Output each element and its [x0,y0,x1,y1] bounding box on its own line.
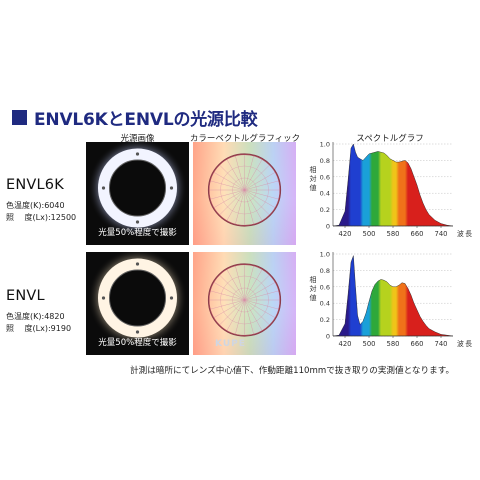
watermark: KUPE [215,339,246,349]
light-photo-1: 光量50%程度で撮影 [86,142,189,245]
spectrum-area [332,255,454,337]
ring-light-icon [87,252,188,348]
color-vector-graphic-1 [193,142,296,245]
y-tick-label: 0.2 [320,206,330,214]
y-tick-label: 0.6 [320,283,330,291]
spectrum-chart-2: 1.0 0.8 0.6 0.4 0.2 0 420 500 580 660 740 波長 相対値 [310,251,474,349]
y-tick-label: 0.8 [320,157,330,165]
photo-caption-2: 光量50%程度で撮影 [98,338,177,348]
y-axis-label-char: 対 [310,174,317,183]
x-tick-label: 740 [435,340,448,348]
y-tick-label: 0.8 [320,267,330,275]
title-square-icon [12,109,27,125]
illuminance-2: 照 度(Lx):9190 [6,324,72,333]
y-tick-label: 0 [326,223,330,231]
ring-light-icon [87,142,188,238]
header-photo: 光源画像 [120,134,155,144]
x-tick-label: 420 [339,340,352,348]
y-tick-label: 0.4 [320,300,330,308]
product-name-1: ENVL6K [6,177,64,193]
color-vector-graphic-2 [193,252,296,355]
y-axis-label-char: 対 [310,284,317,293]
x-tick-label: 660 [411,230,424,238]
color-temp-1: 色温度(K):6040 [6,201,65,210]
header-color-graphic: カラーベクトルグラフィック [189,134,301,144]
y-tick-label: 1.0 [320,251,330,259]
y-tick-label: 1.0 [320,141,330,149]
illuminance-1: 照 度(Lx):12500 [6,213,77,222]
y-axis-label-char: 値 [310,183,317,192]
x-tick-label: 500 [363,340,376,348]
x-tick-label: 580 [387,340,400,348]
color-temp-2: 色温度(K):4820 [6,312,65,321]
x-axis-label: 波長 [457,229,474,238]
photo-caption-1: 光量50%程度で撮影 [98,228,177,238]
section-title: ENVL6KとENVLの光源比較 [12,106,258,130]
x-tick-label: 580 [387,230,400,238]
y-tick-label: 0.4 [320,190,330,198]
spectrum-area [332,143,454,227]
x-tick-label: 500 [363,230,376,238]
x-tick-label: 660 [411,340,424,348]
spectrum-chart-1: 1.0 0.8 0.6 0.4 0.2 0 420 500 580 660 740 波長 相対値 [310,141,474,239]
footnote: 計測は暗所にてレンズ中心値下、作動距離110mmで抜き取りの実測値となります。 [130,366,455,376]
y-tick-label: 0.2 [320,316,330,324]
y-axis-label-char: 値 [310,293,317,302]
product-name-2: ENVL [6,288,45,304]
y-axis-label-char: 相 [310,165,317,174]
y-axis-label-char: 相 [310,275,317,284]
color-vector-wheel-icon [207,153,282,227]
x-tick-label: 740 [435,230,448,238]
color-vector-wheel-icon [207,263,282,337]
y-tick-label: 0 [326,333,330,341]
x-axis-label: 波長 [457,339,474,348]
light-photo-2: 光量50%程度で撮影 [86,252,189,355]
y-tick-label: 0.6 [320,173,330,181]
header-spectrum: スペクトルグラフ [356,134,424,144]
x-tick-label: 420 [339,230,352,238]
page-title: ENVL6KとENVLの光源比較 [34,109,258,130]
